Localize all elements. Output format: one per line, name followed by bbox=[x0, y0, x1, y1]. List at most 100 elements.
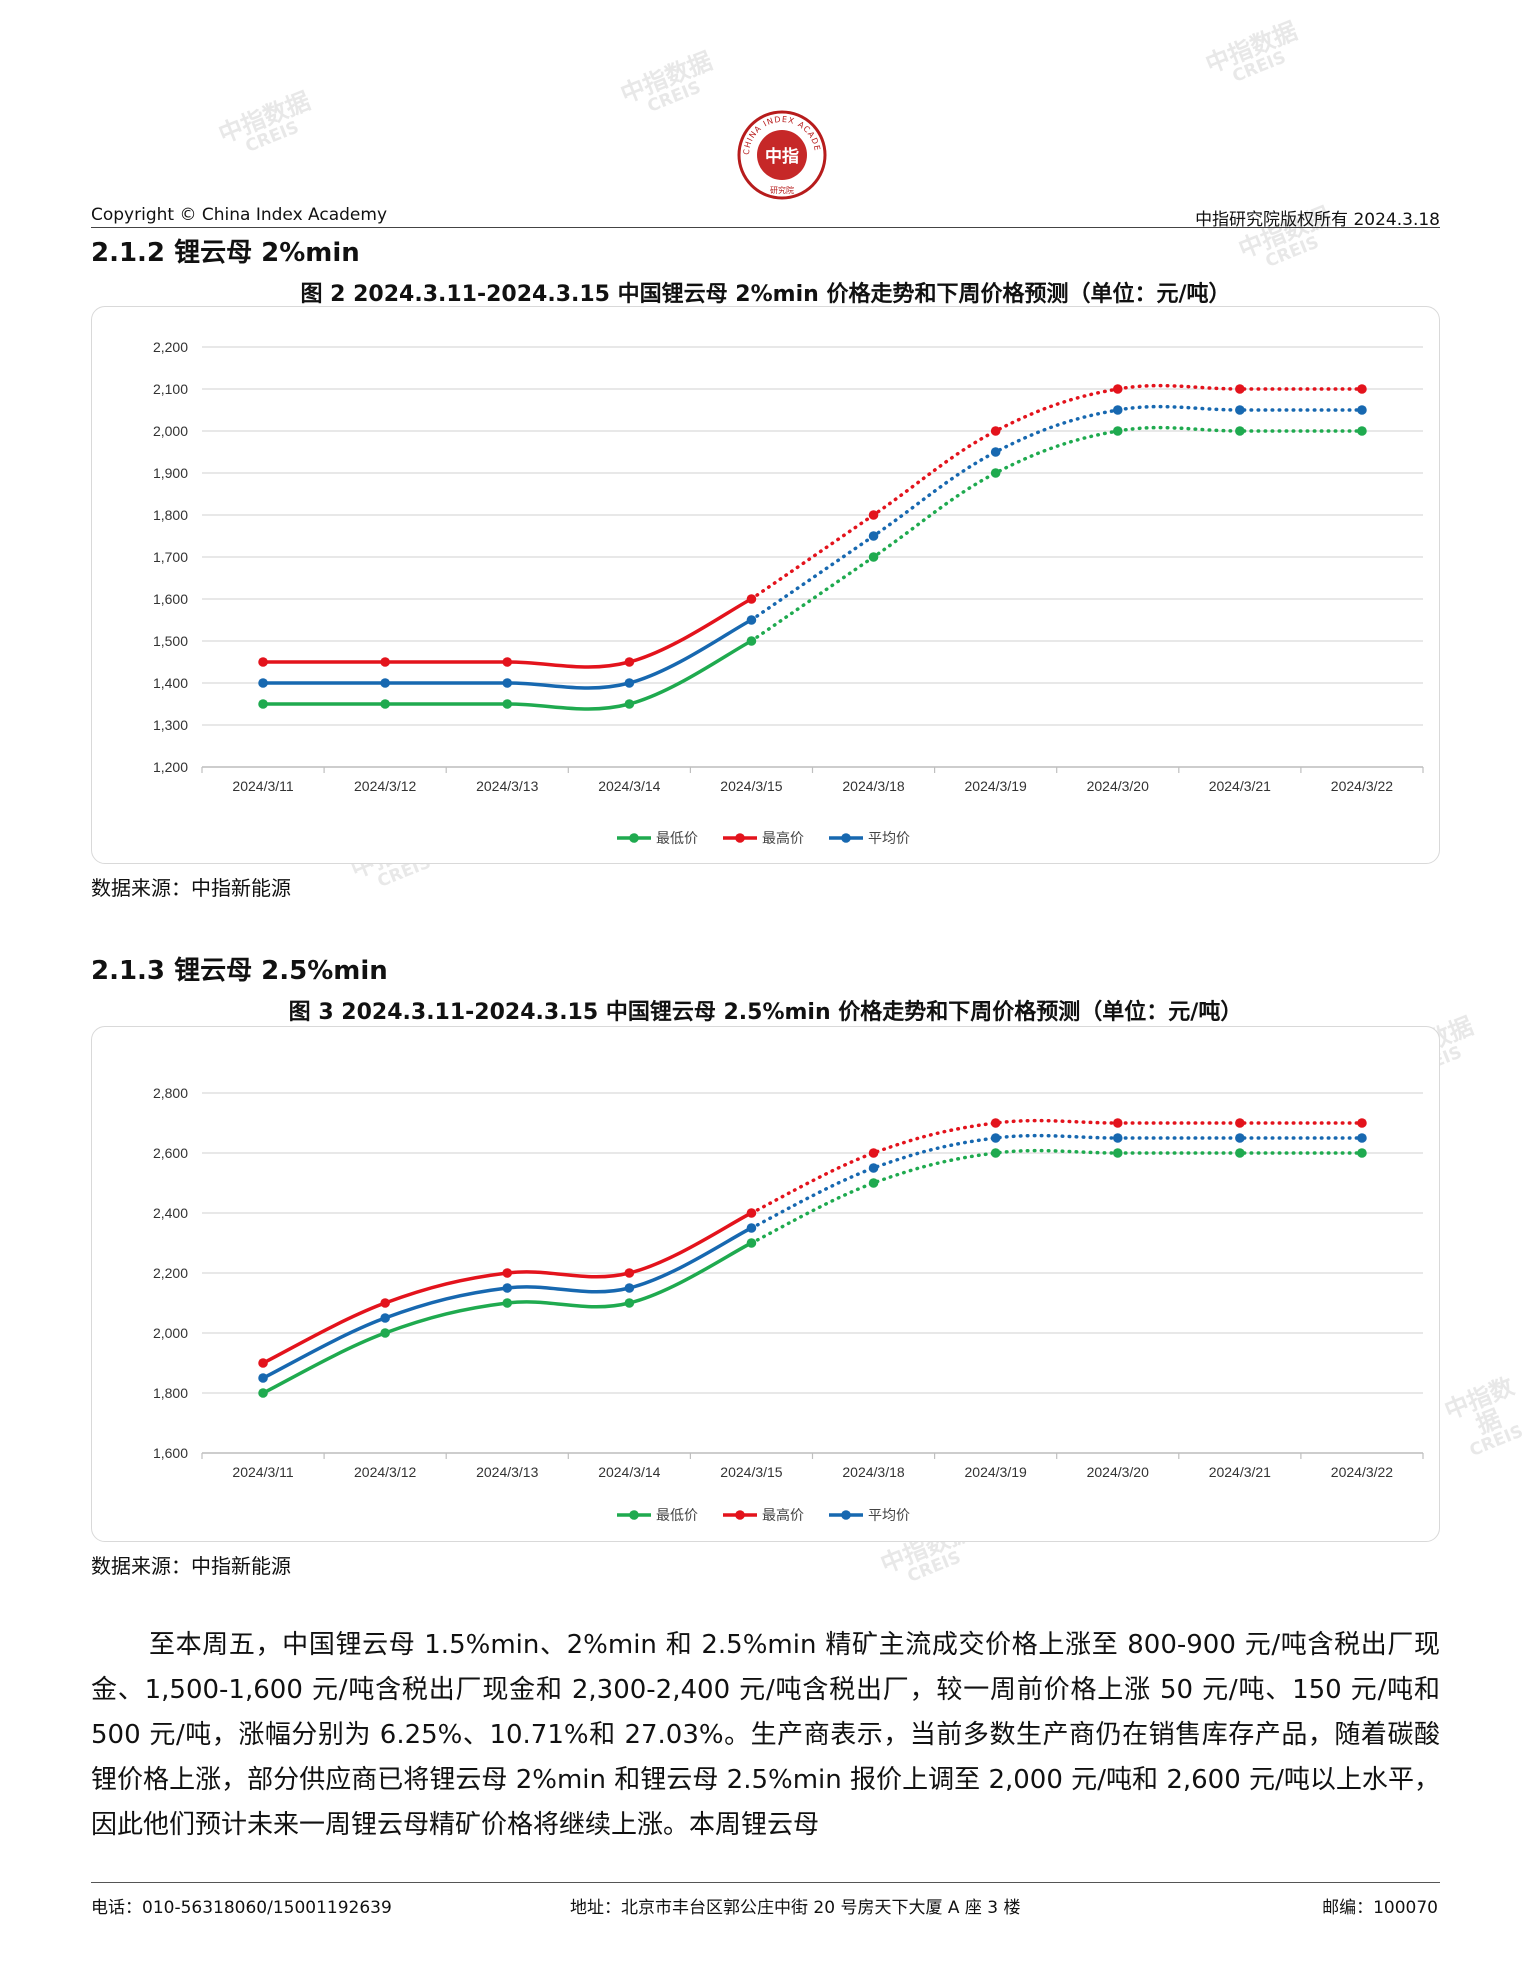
data-point bbox=[1112, 384, 1123, 394]
footer-address: 地址：北京市丰台区郭公庄中街 20 号房天下大厦 A 座 3 楼 bbox=[570, 1898, 1021, 1918]
x-tick-label: 2024/3/14 bbox=[598, 778, 660, 794]
y-tick-label: 1,600 bbox=[153, 591, 188, 607]
data-point bbox=[380, 678, 390, 688]
x-tick-label: 2024/3/19 bbox=[965, 1464, 1027, 1480]
y-tick-label: 1,900 bbox=[153, 465, 188, 481]
data-point bbox=[990, 447, 1001, 457]
x-tick-label: 2024/3/22 bbox=[1331, 778, 1393, 794]
chart-figure-2: 1,200 1,300 1,400 1,500 1,600 1,700 1,800 1,900… bbox=[91, 306, 1440, 864]
x-tick-label: 2024/3/15 bbox=[720, 1464, 782, 1480]
x-tick-label: 2024/3/20 bbox=[1087, 1464, 1149, 1480]
x-tick-label: 2024/3/12 bbox=[354, 778, 416, 794]
data-point bbox=[258, 1358, 268, 1368]
header-divider bbox=[91, 227, 1440, 228]
figure-2-source: 数据来源：中指新能源 bbox=[91, 876, 291, 900]
data-point bbox=[1235, 405, 1245, 415]
data-point bbox=[746, 615, 757, 625]
logo-text: 中指 bbox=[765, 146, 799, 167]
figure-3-source: 数据来源：中指新能源 bbox=[91, 1554, 291, 1578]
data-point bbox=[380, 657, 390, 667]
data-point bbox=[258, 657, 268, 667]
data-point bbox=[1235, 1148, 1245, 1158]
data-point bbox=[990, 426, 1001, 436]
chart-svg: 1,200 1,300 1,400 1,500 1,600 1,700 1,800 1,900… bbox=[153, 339, 1424, 847]
y-tick-label: 2,200 bbox=[153, 339, 188, 355]
data-point bbox=[1235, 426, 1245, 436]
data-point bbox=[380, 1328, 390, 1338]
data-point bbox=[868, 1148, 879, 1158]
legend-label: 最高价 bbox=[762, 1507, 804, 1524]
data-point bbox=[624, 1298, 635, 1308]
data-point bbox=[868, 510, 879, 520]
legend-label: 平均价 bbox=[868, 1508, 910, 1524]
footer-divider bbox=[91, 1882, 1440, 1883]
series-line-actual bbox=[261, 639, 754, 711]
data-point bbox=[1357, 1148, 1367, 1158]
data-point bbox=[624, 1283, 635, 1293]
copyright: Copyright © China Index Academy bbox=[91, 205, 388, 225]
data-point bbox=[502, 1283, 513, 1293]
x-tick-label: 2024/3/21 bbox=[1209, 778, 1271, 794]
y-tick-label: 2,000 bbox=[153, 1325, 188, 1341]
data-point bbox=[502, 699, 513, 709]
rights-date: 中指研究院版权所有 2024.3.18 bbox=[1195, 210, 1440, 230]
data-point bbox=[868, 1163, 879, 1173]
y-tick-label: 1,300 bbox=[153, 717, 188, 733]
legend-label: 最低价 bbox=[656, 1508, 698, 1524]
y-tick-label: 1,600 bbox=[153, 1445, 188, 1461]
y-tick-label: 1,800 bbox=[153, 1385, 188, 1401]
data-point bbox=[868, 1178, 879, 1188]
data-point bbox=[746, 1238, 757, 1248]
data-point bbox=[1357, 405, 1367, 415]
y-tick-label: 2,600 bbox=[153, 1145, 188, 1161]
data-point bbox=[258, 678, 268, 688]
series-line-actual bbox=[261, 618, 754, 690]
data-point bbox=[1112, 1118, 1123, 1128]
series-line-forecast bbox=[749, 404, 1364, 622]
legend-label: 最高价 bbox=[762, 830, 804, 847]
logo-sub: 研究院 bbox=[770, 185, 794, 195]
legend-item: 最高价 bbox=[723, 830, 804, 847]
y-tick-label: 2,400 bbox=[153, 1205, 188, 1221]
footer-postcode: 邮编：100070 bbox=[1322, 1898, 1438, 1918]
data-point bbox=[380, 1313, 390, 1323]
y-tick-label: 1,700 bbox=[153, 549, 188, 565]
data-point bbox=[1112, 1133, 1123, 1143]
x-tick-label: 2024/3/21 bbox=[1209, 1464, 1271, 1480]
data-point bbox=[990, 1118, 1001, 1128]
series-line-forecast bbox=[749, 425, 1364, 643]
data-point bbox=[1235, 384, 1245, 394]
section-title-2-1-3: 2.1.3 锂云母 2.5%min bbox=[91, 956, 388, 986]
data-point bbox=[746, 636, 757, 646]
data-point bbox=[1112, 405, 1123, 415]
data-point bbox=[868, 531, 879, 541]
legend-label: 平均价 bbox=[868, 831, 910, 847]
legend-item: 平均价 bbox=[829, 831, 910, 847]
y-tick-label: 1,500 bbox=[153, 633, 188, 649]
data-point bbox=[868, 552, 879, 562]
x-tick-label: 2024/3/18 bbox=[842, 778, 904, 794]
data-point bbox=[624, 1268, 635, 1278]
legend-item: 最低价 bbox=[617, 831, 698, 847]
data-point bbox=[746, 1208, 757, 1218]
legend-item: 最高价 bbox=[723, 1507, 804, 1524]
x-tick-label: 2024/3/13 bbox=[476, 778, 538, 794]
data-point bbox=[1235, 1118, 1245, 1128]
data-point bbox=[1112, 1148, 1123, 1158]
data-point bbox=[990, 1148, 1001, 1158]
x-tick-label: 2024/3/11 bbox=[232, 1464, 293, 1480]
data-point bbox=[1235, 1133, 1245, 1143]
footer-phone: 电话：010-56318060/15001192639 bbox=[91, 1898, 392, 1918]
data-point bbox=[1357, 384, 1367, 394]
x-tick-label: 2024/3/12 bbox=[354, 1464, 416, 1480]
series-line-forecast bbox=[749, 1148, 1364, 1245]
body-paragraph: 至本周五，中国锂云母 1.5%min、2%min 和 2.5%min 精矿主流成… bbox=[91, 1630, 1440, 1840]
series-line-forecast bbox=[749, 383, 1364, 601]
x-tick-label: 2024/3/13 bbox=[476, 1464, 538, 1480]
chart-svg: 1,600 1,800 2,000 2,200 2,400 2,600 2,800 2024/… bbox=[153, 1085, 1424, 1524]
data-point bbox=[502, 1268, 513, 1278]
data-point bbox=[990, 1133, 1001, 1143]
x-tick-label: 2024/3/22 bbox=[1331, 1464, 1393, 1480]
